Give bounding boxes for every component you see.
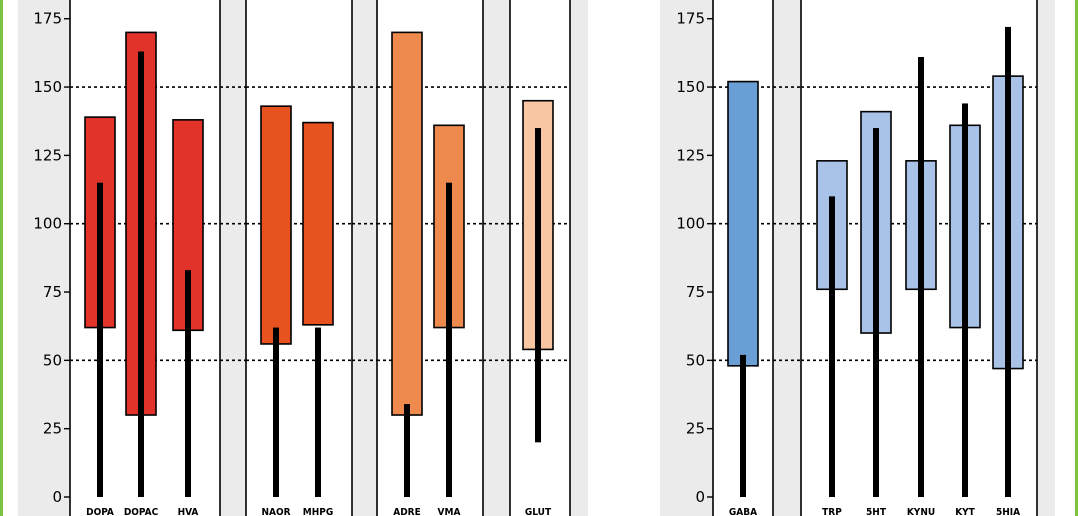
- value-line-trp: [829, 196, 835, 497]
- y-tick-label: 125: [676, 146, 705, 164]
- value-line-kynu: [918, 56, 924, 497]
- y-tick-label: 25: [43, 420, 62, 438]
- category-label-adre: ADRE: [393, 507, 421, 516]
- left-frame-border: [0, 0, 3, 516]
- category-label-dopac: DOPAC: [124, 507, 159, 516]
- value-line-kyt: [962, 103, 968, 497]
- y-tick-label: 150: [676, 78, 705, 96]
- category-label-5hia: 5HIA: [996, 507, 1020, 516]
- y-tick-label: 75: [686, 283, 705, 301]
- y-tick-label: 75: [43, 283, 62, 301]
- value-line-glut: [535, 128, 541, 443]
- category-label-kynu: KYNU: [907, 507, 935, 516]
- category-label-naor: NAOR: [261, 507, 290, 516]
- y-tick-label: 125: [33, 146, 62, 164]
- range-bar-naor: [260, 105, 292, 345]
- value-line-mhpg: [315, 327, 321, 497]
- y-tick-label: 100: [676, 215, 705, 233]
- category-label-glut: GLUT: [525, 507, 552, 516]
- category-label-trp: TRP: [822, 507, 842, 516]
- value-line-hva: [185, 270, 191, 497]
- y-tick-label: 150: [33, 78, 62, 96]
- value-line-5ht: [873, 128, 879, 498]
- y-tick-label: 25: [686, 420, 705, 438]
- value-line-gaba: [740, 354, 746, 497]
- y-tick-label: 0: [695, 488, 705, 506]
- y-tick-label: 0: [52, 488, 62, 506]
- range-bar-adre: [391, 31, 423, 416]
- value-line-dopa: [97, 182, 103, 497]
- category-label-gaba: GABA: [729, 507, 757, 516]
- category-label-5ht: 5HT: [866, 507, 887, 516]
- y-tick-label: 50: [43, 351, 62, 369]
- value-line-adre: [404, 404, 410, 497]
- category-label-vma: VMA: [438, 507, 461, 516]
- y-tick-label: 175: [676, 10, 705, 28]
- y-tick-label: 100: [33, 215, 62, 233]
- range-bar-mhpg: [302, 121, 334, 326]
- range-bar-gaba: [727, 80, 759, 367]
- y-tick-label: 50: [686, 351, 705, 369]
- value-line-vma: [446, 182, 452, 497]
- y-tick-label: 175: [33, 10, 62, 28]
- value-line-naor: [273, 327, 279, 497]
- value-line-dopac: [138, 51, 144, 498]
- category-label-mhpg: MHPG: [303, 507, 333, 516]
- category-label-dopa: DOPA: [86, 507, 114, 516]
- right-frame-border: [1075, 0, 1078, 516]
- category-label-hva: HVA: [178, 507, 199, 516]
- value-line-5hia: [1005, 26, 1011, 497]
- category-label-kyt: KYT: [955, 507, 975, 516]
